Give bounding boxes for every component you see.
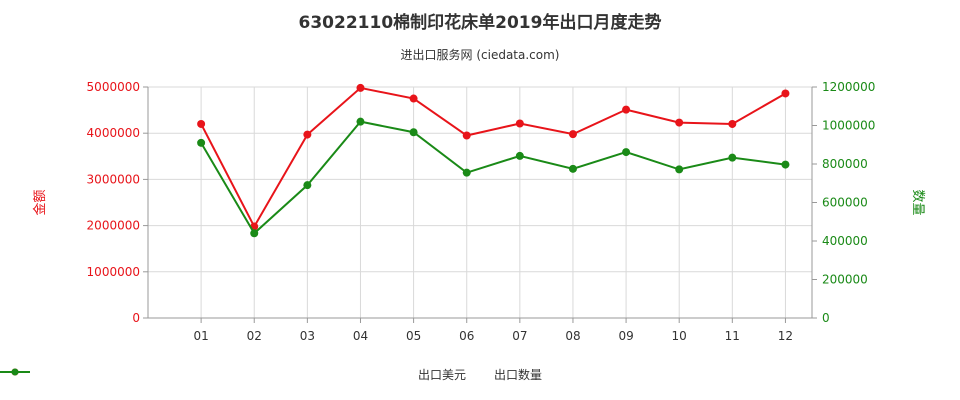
legend-swatch-quantity xyxy=(0,368,30,376)
x-tick-label: 07 xyxy=(512,329,527,343)
x-tick-label: 05 xyxy=(406,329,421,343)
right-axis-title: 数量 xyxy=(910,189,925,215)
series-1-point xyxy=(462,168,471,177)
series-line-1 xyxy=(200,120,786,235)
series-0-point xyxy=(462,131,471,140)
left-tick-label: 3000000 xyxy=(87,172,140,186)
x-tick-label: 01 xyxy=(193,329,208,343)
legend-label-quantity: 出口数量 xyxy=(494,368,543,382)
series-0-point xyxy=(515,119,524,128)
x-tick-label: 02 xyxy=(247,329,262,343)
right-tick-label: 1200000 xyxy=(822,80,875,94)
series-1-point xyxy=(197,138,206,147)
legend: 出口美元 出口数量 xyxy=(0,366,960,383)
series-line-0 xyxy=(200,86,786,229)
series-1-point xyxy=(409,128,418,137)
left-tick-label: 4000000 xyxy=(87,126,140,140)
left-tick-label: 5000000 xyxy=(87,80,140,94)
series-1-point xyxy=(568,164,577,173)
right-tick-label: 600000 xyxy=(822,196,868,210)
right-tick-label: 0 xyxy=(822,311,830,325)
series-0-point xyxy=(781,89,790,98)
left-axis-title: 金额 xyxy=(32,189,48,215)
x-tick-label: 09 xyxy=(618,329,633,343)
series-0-point xyxy=(675,118,684,127)
series-0-point xyxy=(568,130,577,139)
x-tick-label: 11 xyxy=(725,329,740,343)
right-tick-label: 1000000 xyxy=(822,119,875,133)
series-1-point xyxy=(356,117,365,126)
x-tick-label: 03 xyxy=(300,329,315,343)
series-0-point xyxy=(409,94,418,103)
right-tick-label: 200000 xyxy=(822,273,868,287)
series-1-point xyxy=(781,160,790,169)
chart-subtitle: 进出口服务网 (ciedata.com) xyxy=(400,48,560,62)
left-tick-label: 1000000 xyxy=(87,265,140,279)
chart-title: 63022110棉制印花床单2019年出口月度走势 xyxy=(298,13,662,33)
series-1-point xyxy=(675,165,684,174)
left-tick-label: 2000000 xyxy=(87,219,140,233)
x-tick-label: 06 xyxy=(459,329,474,343)
series-1-point xyxy=(515,151,524,160)
x-tick-label: 12 xyxy=(778,329,793,343)
legend-item-quantity[interactable]: 出口数量 xyxy=(0,366,543,383)
series-0-point xyxy=(197,119,206,128)
x-tick-label: 08 xyxy=(565,329,580,343)
series-0-point xyxy=(356,83,365,92)
series-1-point xyxy=(303,181,312,190)
series-0-point xyxy=(622,105,631,114)
series-0-point xyxy=(728,119,737,128)
right-tick-label: 400000 xyxy=(822,234,868,248)
x-tick-label: 10 xyxy=(672,329,687,343)
legend-label-usd: 出口美元 xyxy=(417,368,466,382)
left-tick-label: 0 xyxy=(132,311,140,325)
series-1-point xyxy=(622,148,631,157)
series-1-point xyxy=(728,153,737,162)
series-1-point xyxy=(250,229,259,238)
right-tick-label: 800000 xyxy=(822,157,868,171)
series-0-point xyxy=(303,130,312,139)
x-tick-label: 04 xyxy=(353,329,368,343)
legend-item-usd[interactable]: 出口美元 xyxy=(0,366,466,383)
